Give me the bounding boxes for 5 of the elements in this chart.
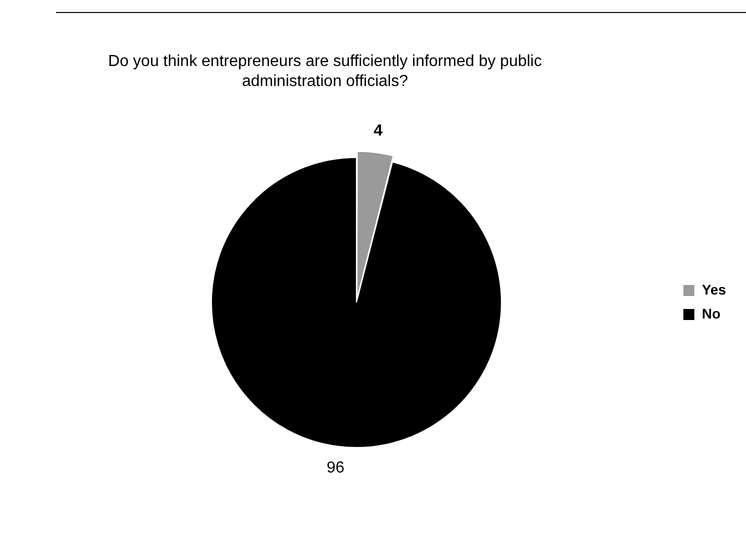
legend-label: No bbox=[702, 305, 721, 322]
legend-label: Yes bbox=[702, 281, 726, 298]
chart-title: Do you think entrepreneurs are sufficiently informed by public administration officials? bbox=[107, 52, 543, 92]
data-label: 4 bbox=[374, 122, 383, 140]
data-label: 96 bbox=[326, 460, 344, 477]
